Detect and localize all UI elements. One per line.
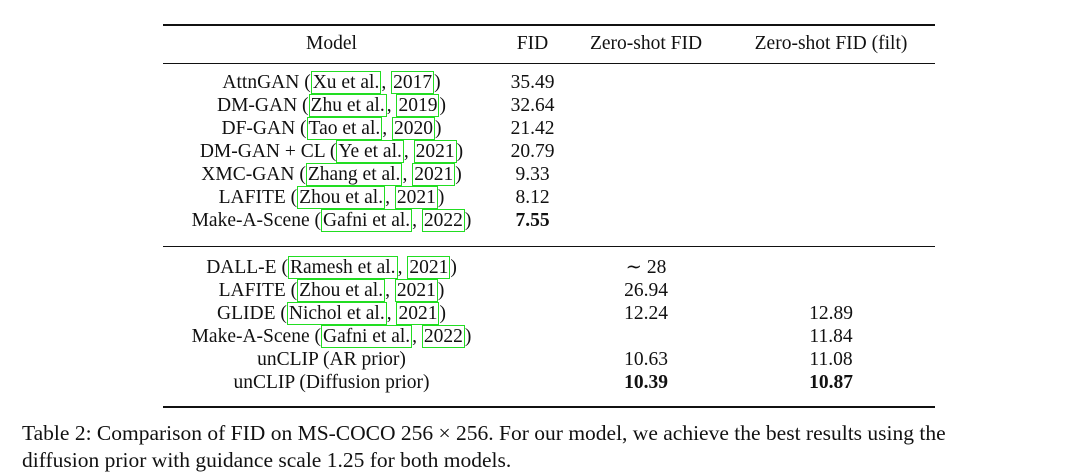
model-name: Make-A-Scene: [191, 210, 310, 231]
citation-authors-link[interactable]: Xu et al.: [310, 71, 382, 94]
header-zero-shot-fid-filt: Zero-shot FID (filt): [754, 33, 908, 54]
model-name: Make-A-Scene: [191, 326, 310, 347]
model-cell: Make-A-Scene (Gafni et al., 2022): [191, 209, 472, 232]
table-row: Make-A-Scene (Gafni et al., 2022) 7.55: [163, 209, 935, 233]
citation-authors-link[interactable]: Zhu et al.: [308, 94, 387, 117]
table-row: LAFITE (Zhou et al., 2021) 8.12: [163, 186, 935, 210]
table-row: AttnGAN (Xu et al., 2017) 35.49: [163, 71, 935, 95]
citation-year-link[interactable]: 2021: [407, 256, 451, 279]
model-cell: unCLIP (AR prior): [163, 348, 500, 372]
fid-value: 9.33: [515, 164, 550, 185]
table-section-rule: [163, 246, 935, 247]
model-name: DALL-E: [206, 257, 277, 278]
model-name: AttnGAN: [222, 72, 300, 93]
model-cell: DF-GAN (Tao et al., 2020): [221, 117, 442, 140]
table-row: LAFITE (Zhou et al., 2021) 26.94: [163, 279, 935, 303]
citation-authors-link[interactable]: Ramesh et al.: [287, 256, 398, 279]
model-name: DM-GAN + CL: [199, 141, 325, 162]
citation-authors-link[interactable]: Gafni et al.: [320, 325, 413, 348]
table-row: DF-GAN (Tao et al., 2020) 21.42: [163, 117, 935, 141]
zero-shot-fid-value: ∼ 28: [625, 257, 667, 278]
table-row: unCLIP (Diffusion prior) 10.39 10.87: [163, 371, 935, 395]
model-cell: XMC-GAN (Zhang et al., 2021): [201, 163, 462, 186]
fid-value: 7.55: [515, 210, 550, 231]
citation-year-link[interactable]: 2021: [394, 186, 438, 209]
citation-year-link[interactable]: 2019: [396, 94, 440, 117]
fid-value: 20.79: [510, 141, 555, 162]
zero-shot-fid-value: 12.24: [624, 303, 668, 324]
zero-shot-fid-filt-value: 11.84: [809, 326, 853, 347]
citation-authors-link[interactable]: Ye et al.: [336, 140, 404, 163]
model-name: DF-GAN: [221, 118, 296, 139]
citation-year-link[interactable]: 2021: [396, 302, 440, 325]
citation-year-link[interactable]: 2017: [391, 71, 435, 94]
citation-year-link[interactable]: 2020: [392, 117, 436, 140]
table-top-rule: [163, 24, 935, 26]
table-row: DALL-E (Ramesh et al., 2021) ∼ 28: [163, 256, 935, 280]
model-cell: LAFITE (Zhou et al., 2021): [218, 279, 445, 302]
model-cell: LAFITE (Zhou et al., 2021): [218, 186, 445, 209]
fid-value: 35.49: [510, 72, 555, 93]
model-name: unCLIP (AR prior): [257, 349, 406, 370]
citation-authors-link[interactable]: Zhou et al.: [297, 279, 386, 302]
table-row: DM-GAN + CL (Ye et al., 2021) 20.79: [163, 140, 935, 164]
model-name: DM-GAN: [217, 95, 298, 116]
citation-authors-link[interactable]: Zhou et al.: [297, 186, 386, 209]
table-row: GLIDE (Nichol et al., 2021) 12.24 12.89: [163, 302, 935, 326]
citation-authors-link[interactable]: Nichol et al.: [286, 302, 387, 325]
header-zero-shot-fid: Zero-shot FID: [589, 33, 703, 54]
caption-line-2: diffusion prior with guidance scale 1.25…: [22, 448, 512, 472]
fid-value: 32.64: [510, 95, 555, 116]
model-name: LAFITE: [218, 280, 286, 301]
model-cell: DM-GAN + CL (Ye et al., 2021): [199, 140, 464, 163]
model-cell: DM-GAN (Zhu et al., 2019): [217, 94, 446, 117]
citation-year-link[interactable]: 2021: [413, 140, 457, 163]
caption-line-1: Table 2: Comparison of FID on MS-COCO 25…: [22, 421, 946, 445]
model-name: LAFITE: [218, 187, 286, 208]
citation-authors-link[interactable]: Gafni et al.: [320, 209, 413, 232]
model-name: GLIDE: [217, 303, 276, 324]
citation-year-link[interactable]: 2021: [394, 279, 438, 302]
citation-authors-link[interactable]: Tao et al.: [306, 117, 383, 140]
model-name: XMC-GAN: [201, 164, 295, 185]
table-bottom-rule: [163, 406, 935, 408]
zero-shot-fid-filt-value: 11.08: [809, 349, 853, 370]
zero-shot-fid-value: 10.63: [624, 349, 668, 370]
header-fid: FID: [516, 33, 549, 54]
model-cell: DALL-E (Ramesh et al., 2021): [206, 256, 457, 279]
zero-shot-fid-filt-value: 10.87: [809, 372, 853, 393]
header-model: Model: [306, 33, 357, 54]
table-row: XMC-GAN (Zhang et al., 2021) 9.33: [163, 163, 935, 187]
model-cell: AttnGAN (Xu et al., 2017): [222, 71, 441, 94]
fid-value: 8.12: [515, 187, 550, 208]
zero-shot-fid-filt-value: 12.89: [809, 303, 853, 324]
model-cell: Make-A-Scene (Gafni et al., 2022): [191, 325, 472, 348]
citation-year-link[interactable]: 2021: [412, 163, 456, 186]
citation-year-link[interactable]: 2022: [421, 325, 465, 348]
model-cell: unCLIP (Diffusion prior): [163, 371, 500, 395]
table-header-row: Model FID Zero-shot FID Zero-shot FID (f…: [163, 32, 935, 56]
table-header-rule: [163, 63, 935, 64]
table-caption: Table 2: Comparison of FID on MS-COCO 25…: [22, 420, 1080, 474]
zero-shot-fid-value: 26.94: [624, 280, 668, 301]
model-cell: GLIDE (Nichol et al., 2021): [217, 302, 446, 325]
table-row: DM-GAN (Zhu et al., 2019) 32.64: [163, 94, 935, 118]
table-row: unCLIP (AR prior) 10.63 11.08: [163, 348, 935, 372]
zero-shot-fid-value: 10.39: [624, 372, 668, 393]
citation-authors-link[interactable]: Zhang et al.: [305, 163, 403, 186]
table-row: Make-A-Scene (Gafni et al., 2022) 11.84: [163, 325, 935, 349]
fid-value: 21.42: [510, 118, 555, 139]
model-name: unCLIP (Diffusion prior): [233, 372, 430, 393]
citation-year-link[interactable]: 2022: [421, 209, 465, 232]
